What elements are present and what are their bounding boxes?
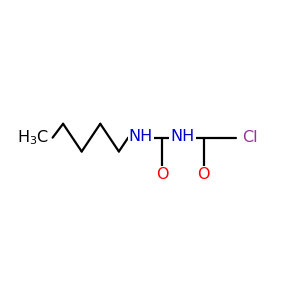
Text: O: O xyxy=(197,167,210,182)
Text: NH: NH xyxy=(129,129,153,144)
Text: O: O xyxy=(156,167,168,182)
Text: Cl: Cl xyxy=(242,130,258,145)
Text: NH: NH xyxy=(171,129,195,144)
Text: H$_3$C: H$_3$C xyxy=(17,128,49,147)
